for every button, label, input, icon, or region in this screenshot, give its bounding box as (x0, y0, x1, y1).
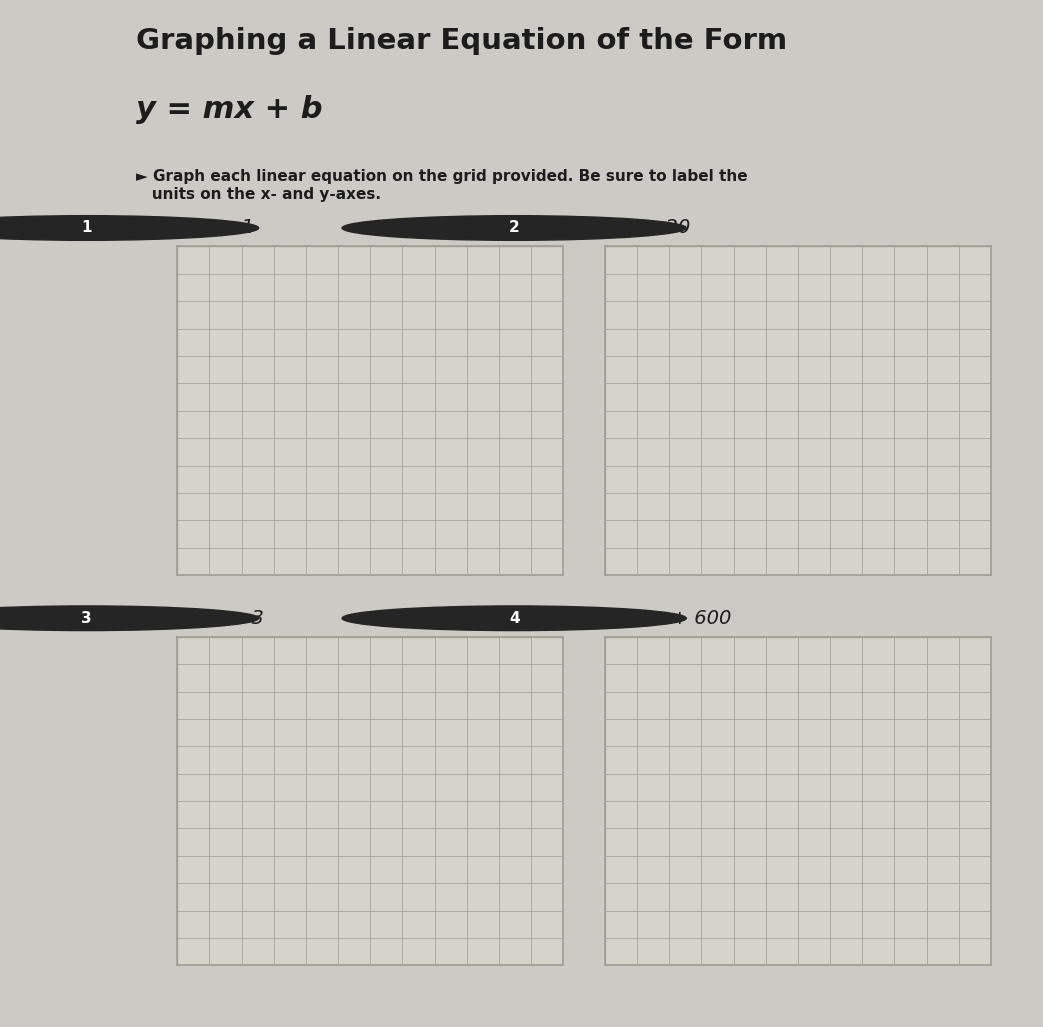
Text: y = −120x + 600: y = −120x + 600 (560, 609, 731, 627)
Circle shape (342, 606, 686, 631)
Text: y = −2x + 1: y = −2x + 1 (132, 219, 254, 237)
Text: y = −¹/₃x + 3: y = −¹/₃x + 3 (132, 609, 264, 627)
Text: ► Graph each linear equation on the grid provided. Be sure to label the
   units: ► Graph each linear equation on the grid… (136, 169, 747, 202)
Text: 1: 1 (81, 221, 92, 235)
Circle shape (0, 216, 259, 240)
Circle shape (0, 606, 259, 631)
Text: y = 40x − 20: y = 40x − 20 (560, 219, 690, 237)
Text: 2: 2 (509, 221, 519, 235)
Text: Graphing a Linear Equation of the Form: Graphing a Linear Equation of the Form (136, 27, 786, 55)
Circle shape (342, 216, 686, 240)
Text: 4: 4 (509, 611, 519, 625)
Text: y = mx + b: y = mx + b (136, 94, 322, 124)
Text: 3: 3 (81, 611, 92, 625)
